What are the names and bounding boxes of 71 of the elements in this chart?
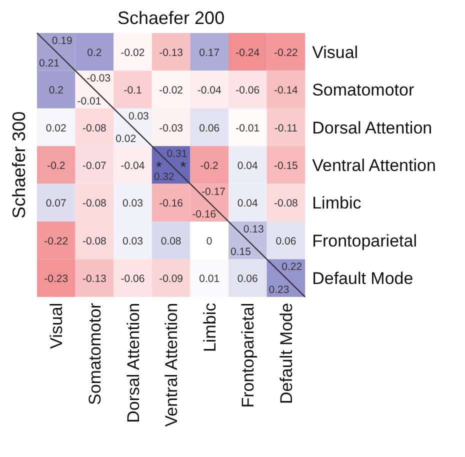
- data-label: -0.06: [120, 273, 145, 286]
- x-tick-label: Frontoparietal: [238, 302, 258, 408]
- data-label: -0.04: [197, 84, 222, 97]
- data-label: -0.06: [236, 84, 260, 97]
- data-label: 0.13: [243, 224, 264, 236]
- data-label: -0.11: [274, 122, 298, 134]
- data-label: -0.13: [82, 273, 107, 286]
- data-label: -0.08: [82, 122, 107, 134]
- data-label: -0.03: [159, 122, 184, 134]
- data-label: 0.17: [199, 46, 220, 59]
- data-label: 0.06: [276, 235, 296, 248]
- data-label: 0.07: [46, 198, 67, 210]
- y-tick-label: Frontoparietal: [312, 231, 417, 250]
- data-label: 0.2: [48, 84, 64, 97]
- y-axis-title: Schaefer 300: [9, 111, 29, 218]
- data-label: -0.16: [159, 198, 184, 210]
- data-label: -0.24: [236, 46, 260, 59]
- data-label: 0.03: [122, 235, 144, 248]
- x-tick-label: Somatomotor: [85, 302, 104, 405]
- annotation: 0.15: [230, 246, 252, 258]
- data-label: 0.04: [237, 198, 258, 210]
- y-tick-label: Ventral Attention: [312, 156, 436, 175]
- data-label: 0.03: [122, 198, 144, 210]
- data-label: -0.04: [120, 160, 145, 172]
- annotation: 0.21: [39, 58, 60, 70]
- data-label: 0.04: [237, 160, 258, 172]
- y-tick-label: Default Mode: [312, 269, 414, 288]
- x-tick-label: Ventral Attention: [162, 302, 182, 427]
- annotation: -0.16: [192, 208, 216, 220]
- data-label: -0.01: [236, 122, 260, 134]
- data-label: -0.08: [274, 198, 298, 210]
- data-label: 0.02: [46, 122, 67, 134]
- data-label: -0.2: [200, 160, 219, 172]
- x-tick-label: Limbic: [200, 302, 220, 352]
- data-label: -0.1: [124, 84, 142, 97]
- y-tick-label: Visual: [312, 42, 358, 62]
- y-tick-label: Dorsal Attention: [312, 118, 432, 138]
- data-label: -0.08: [82, 235, 107, 248]
- annotation: 0.02: [116, 133, 136, 146]
- data-label: -0.15: [274, 160, 298, 172]
- annotation: *: [180, 158, 186, 176]
- data-label: -0.08: [82, 198, 107, 210]
- data-label: 0.03: [128, 110, 150, 122]
- x-tick-label: Visual: [47, 302, 66, 349]
- data-label: -0.07: [82, 160, 107, 172]
- data-label: 0.19: [52, 35, 72, 47]
- data-label: 0.01: [199, 273, 220, 286]
- data-label: -0.17: [202, 186, 226, 198]
- data-label: 0.08: [160, 235, 182, 248]
- data-label: 0: [206, 235, 212, 248]
- data-label: -0.2: [47, 160, 66, 172]
- data-label: 0.31: [166, 148, 188, 160]
- data-label: -0.14: [274, 84, 298, 97]
- data-label: -0.23: [44, 273, 68, 286]
- data-label: 0.2: [87, 46, 102, 59]
- annotation: -0.01: [77, 95, 102, 108]
- x-tick-label: Dorsal Attention: [124, 302, 143, 423]
- y-tick-label: Somatomotor: [312, 80, 414, 100]
- data-label: -0.22: [274, 46, 298, 59]
- data-label: -0.02: [120, 46, 145, 59]
- data-label: -0.02: [159, 84, 184, 97]
- data-label: -0.22: [44, 235, 68, 248]
- data-label: 0.06: [199, 122, 220, 134]
- y-tick-label: Limbic: [312, 194, 362, 213]
- data-label: 0.22: [282, 261, 302, 274]
- data-label: 0.06: [237, 273, 258, 286]
- data-label: -0.09: [159, 273, 184, 286]
- data-label: -0.13: [159, 46, 184, 59]
- data-label: -0.03: [86, 72, 111, 85]
- x-axis-title: Schaefer 200: [118, 8, 225, 28]
- annotation: 0.23: [268, 284, 290, 296]
